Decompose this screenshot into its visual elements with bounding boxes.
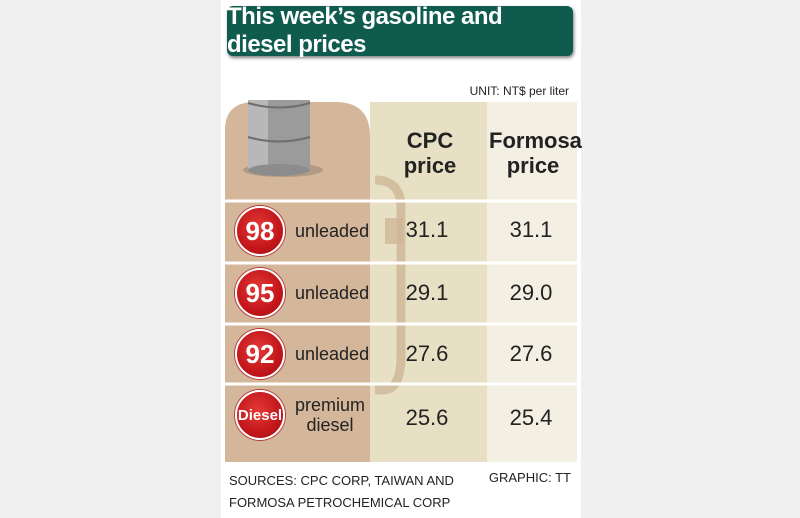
sources-note: SOURCES: CPC CORP, TAIWAN AND FORMOSA PE… [229,470,454,514]
column-header-formosa: Formosa price [489,128,582,178]
table-row-92: 92 unleaded [235,327,369,381]
column-header-formosa-line2: price [506,153,560,178]
cpc-price-cell: 29.1 [405,280,449,305]
formosa-price-cell: 29.0 [509,280,553,305]
cpc-column-bg [370,102,487,462]
column-header-cpc: CPC price [386,128,474,178]
octane-badge: 92 [235,329,285,379]
diesel-badge: Diesel [235,390,285,440]
formosa-column-bg [487,102,577,462]
sources-line-2: FORMOSA PETROCHEMICAL CORP [229,495,451,510]
row-separators [225,199,577,386]
fuel-type-label: unleaded [295,344,370,364]
graphic-credit: GRAPHIC: TT [488,470,571,485]
fuel-type-label: unleaded [295,283,370,303]
oil-barrel-icon [243,100,323,177]
sources-line-1: SOURCES: CPC CORP, TAIWAN AND [229,473,454,488]
fuel-type-label: unleaded [295,221,370,241]
octane-badge: 98 [235,206,285,256]
cpc-price-cell: 25.6 [405,405,449,430]
cpc-price-cell: 27.6 [405,341,449,366]
cpc-price-cell: 31.1 [405,217,449,242]
fuel-type-label: premium diesel [295,395,366,435]
unit-label: UNIT: NT$ per liter [469,84,569,98]
infographic-panel: This week’s gasoline and diesel prices [221,0,582,518]
formosa-price-cell: 31.1 [509,217,553,242]
octane-badge: 95 [235,268,285,318]
formosa-price-cell: 27.6 [509,341,553,366]
table-row-diesel: Diesel premium diesel [235,388,365,442]
nozzle-head [385,218,403,244]
column-header-cpc-line2: price [403,153,457,178]
column-header-cpc-line1: CPC [406,128,454,153]
column-header-formosa-line1: Formosa [489,128,582,153]
table-row-95: 95 unleaded [235,266,369,320]
formosa-price-cell: 25.4 [509,405,553,430]
table-row-98: 98 unleaded [235,204,369,258]
chart-title: This week’s gasoline and diesel prices [227,3,573,58]
